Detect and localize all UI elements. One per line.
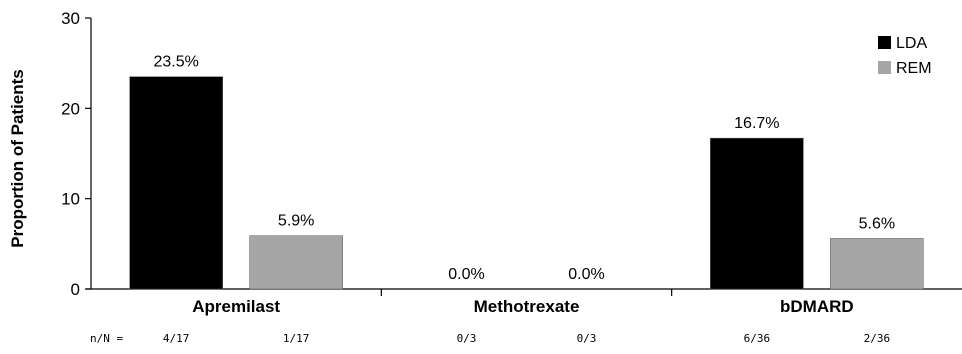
data-label: 0.0% <box>568 266 604 283</box>
y-tick-label: 10 <box>61 190 80 209</box>
n-over-N-value: 0/3 <box>577 332 597 345</box>
y-tick-label: 20 <box>61 99 80 118</box>
y-tick-label: 0 <box>71 280 80 299</box>
y-tick-label: 30 <box>61 9 80 28</box>
legend-swatch-lda <box>878 36 891 49</box>
bar-lda-bdmard <box>710 137 804 290</box>
data-label: 0.0% <box>448 266 484 283</box>
bar-rem-apremilast <box>249 235 343 290</box>
x-category-label: Apremilast <box>192 297 280 316</box>
n-over-N-value: 1/17 <box>283 332 310 345</box>
y-axis-title: Proportion of Patients <box>8 69 27 248</box>
axes: 0 10 20 30 Proportion of Patients <box>8 9 962 299</box>
bar-rem-bdmard <box>830 238 924 290</box>
n-over-N-row-label: n/N = <box>90 332 123 345</box>
n-over-N-value: 4/17 <box>163 332 190 345</box>
data-label: 5.6% <box>859 215 895 232</box>
n-over-N-value: 0/3 <box>457 332 477 345</box>
legend: LDA REM <box>878 35 932 77</box>
legend-swatch-rem <box>878 61 891 74</box>
legend-label: LDA <box>896 35 927 52</box>
n-over-N-value: 6/36 <box>744 332 771 345</box>
data-label: 5.9% <box>278 213 314 230</box>
legend-label: REM <box>896 60 932 77</box>
n-over-N-value: 2/36 <box>864 332 891 345</box>
bars <box>129 76 924 290</box>
bar-lda-apremilast <box>129 76 223 290</box>
data-label: 23.5% <box>153 54 198 71</box>
data-label: 16.7% <box>734 115 779 132</box>
labels: n/N = Apremilast 23.5% 4/17 5.9% 1/17 Methotre… <box>90 54 895 345</box>
x-category-label: Methotrexate <box>474 297 580 316</box>
x-category-label: bDMARD <box>780 297 854 316</box>
